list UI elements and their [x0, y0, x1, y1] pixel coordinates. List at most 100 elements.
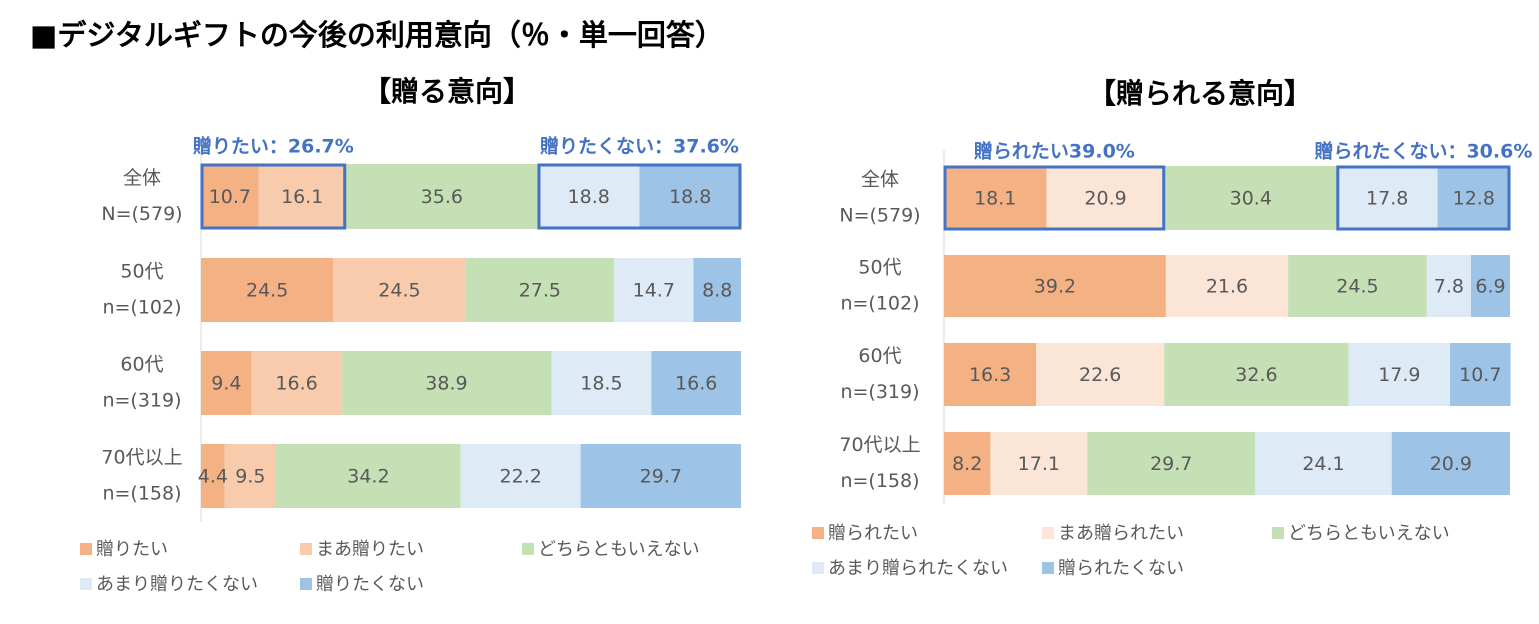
category-count: n=(319) [102, 390, 181, 412]
bar-segment [693, 258, 741, 322]
data-label: 10.7 [1459, 364, 1501, 386]
bar-segment [258, 164, 346, 229]
data-label: 20.9 [1084, 188, 1126, 210]
category-label: 50代 [858, 257, 901, 279]
data-label: 10.7 [209, 186, 251, 208]
bar-segment [551, 351, 652, 415]
category-count: n=(102) [840, 293, 919, 315]
data-label: 16.3 [969, 364, 1011, 386]
category-label: 60代 [120, 354, 163, 376]
data-label: 18.8 [669, 186, 711, 208]
bar-segment [537, 164, 640, 229]
category-label: 全体 [123, 167, 161, 189]
legend-swatch [80, 578, 92, 590]
bar-segment [1165, 255, 1289, 317]
bar-segment [1164, 343, 1349, 406]
bar-segment [341, 351, 552, 415]
legend-label: まあ贈りたい [316, 539, 424, 560]
highlight-box [537, 163, 742, 230]
legend-swatch [812, 562, 824, 574]
data-label: 8.8 [702, 280, 732, 302]
data-label: 18.8 [568, 186, 610, 208]
bar-segment [580, 444, 741, 508]
page-title: ■デジタルギフトの今後の利用意向（％・単一回答） [30, 18, 724, 52]
highlight-box [1336, 165, 1511, 231]
bar-segment [345, 164, 538, 229]
bar-segment [460, 444, 581, 508]
bar-segment [276, 444, 461, 508]
data-label: 24.5 [246, 280, 288, 302]
bar-segment [944, 166, 1047, 230]
bar-segment [944, 432, 991, 495]
legend-swatch [1042, 562, 1054, 574]
category-label: 50代 [120, 261, 163, 283]
bar-segment [224, 444, 277, 508]
data-label: 27.5 [519, 280, 561, 302]
data-label: 32.6 [1235, 364, 1277, 386]
category-count: n=(158) [102, 483, 181, 505]
data-label: 34.2 [347, 466, 389, 488]
bar-segment [614, 258, 694, 322]
bar-segment [1046, 166, 1165, 230]
bar-segment [465, 258, 615, 322]
annotation-label: 贈られたくない：30.6% [1314, 140, 1532, 163]
bar-segment [201, 258, 334, 322]
legend-swatch [812, 527, 824, 539]
data-label: 4.4 [198, 466, 228, 488]
bar-segment [651, 351, 741, 415]
legend-label: 贈られたくない [1058, 558, 1184, 579]
legend-swatch [300, 543, 312, 555]
bar-segment [251, 351, 342, 415]
bar-segment [1426, 255, 1471, 317]
legend-label: まあ贈られたい [1058, 523, 1184, 544]
bar-segment [201, 164, 259, 229]
bar-segment [201, 351, 252, 415]
data-label: 39.2 [1034, 276, 1076, 298]
data-label: 16.6 [275, 373, 317, 395]
data-label: 38.9 [425, 373, 467, 395]
data-label: 12.8 [1453, 188, 1495, 210]
legend-swatch [1042, 527, 1054, 539]
category-count: n=(102) [102, 297, 181, 319]
category-count: N=(579) [839, 205, 920, 227]
data-label: 8.2 [952, 453, 982, 475]
legend-swatch [522, 543, 534, 555]
legend-swatch [300, 578, 312, 590]
data-label: 17.8 [1366, 188, 1408, 210]
data-label: 16.6 [675, 373, 717, 395]
bar-segment [944, 343, 1037, 406]
category-label: 70代以上 [839, 434, 920, 456]
data-label: 17.9 [1378, 364, 1420, 386]
data-label: 7.8 [1434, 276, 1464, 298]
data-label: 24.5 [378, 280, 420, 302]
bar-segment [1336, 166, 1438, 230]
data-label: 20.9 [1430, 453, 1472, 475]
legend-label: あまり贈られたくない [828, 558, 1008, 579]
data-label: 22.2 [500, 466, 542, 488]
legend-label: 贈られたい [828, 523, 918, 544]
data-label: 9.4 [211, 373, 241, 395]
bar-segment [1391, 432, 1510, 495]
data-label: 18.1 [974, 188, 1016, 210]
data-label: 9.5 [235, 466, 265, 488]
data-label: 30.4 [1230, 188, 1272, 210]
data-label: 21.6 [1206, 276, 1248, 298]
bar-segment [1255, 432, 1392, 495]
legend-label: どちらともいえない [538, 539, 700, 560]
annotation-label: 贈りたい：26.7% [193, 135, 354, 158]
data-label: 16.1 [281, 186, 323, 208]
legend-label: 贈りたい [96, 539, 168, 560]
legend-label: 贈りたくない [316, 574, 424, 595]
legend-label: どちらともいえない [1288, 523, 1450, 544]
bar-segment [1450, 343, 1511, 406]
data-label: 18.5 [580, 373, 622, 395]
bar-segment [944, 255, 1166, 317]
data-label: 14.7 [633, 280, 675, 302]
data-label: 24.5 [1336, 276, 1378, 298]
chart-0 [80, 150, 742, 590]
highlight-box [200, 163, 347, 230]
category-count: N=(579) [101, 203, 182, 225]
bar-segment [1288, 255, 1427, 317]
chart-title-receive: 【贈られる意向】 [1087, 77, 1313, 110]
